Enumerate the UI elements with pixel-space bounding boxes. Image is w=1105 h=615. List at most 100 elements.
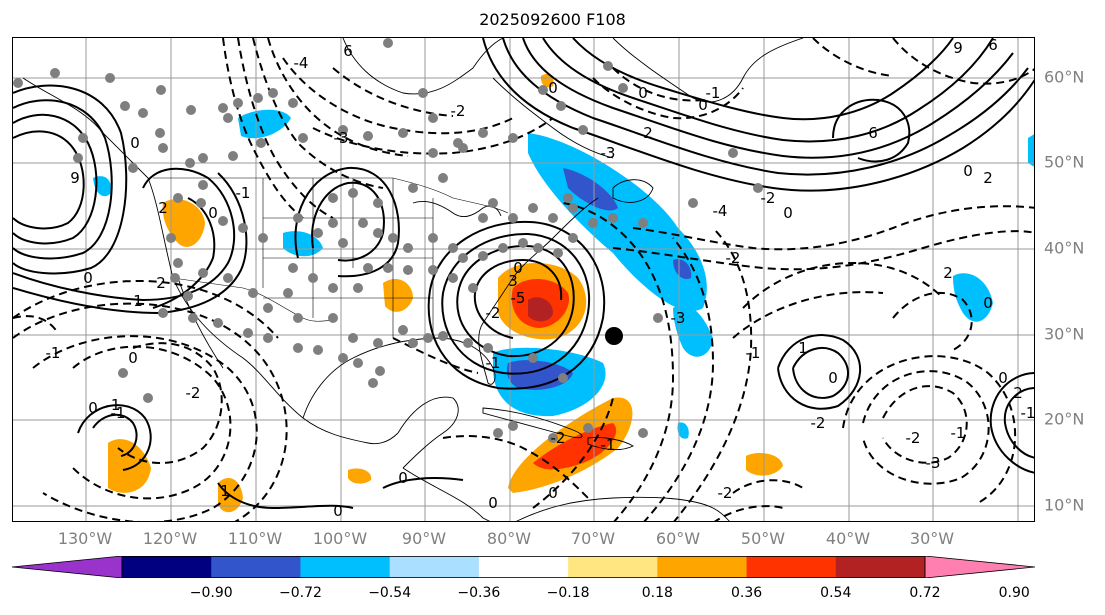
positive-contour — [482, 38, 1034, 192]
positive-contour — [1003, 387, 1034, 459]
station-dot — [238, 223, 248, 233]
station-dot — [553, 248, 563, 258]
contour-label: 2 — [156, 274, 166, 292]
station-dot — [263, 333, 273, 343]
station-dot — [348, 188, 358, 198]
south-america-coastline — [516, 496, 730, 521]
station-dot — [638, 218, 648, 228]
colorbar-segment — [389, 556, 480, 578]
contour-label: 0 — [333, 502, 343, 520]
hudson-bay-coastline — [342, 38, 504, 95]
station-dot — [638, 428, 648, 438]
station-dot — [288, 98, 298, 108]
contour-label: 0 — [963, 162, 973, 180]
station-dot — [353, 283, 363, 293]
station-dot — [468, 283, 478, 293]
station-dot — [218, 103, 228, 113]
negative-contour — [632, 205, 1034, 251]
negative-anomaly-region — [238, 109, 291, 139]
contour-label: 9 — [953, 39, 963, 57]
station-dot — [155, 128, 165, 138]
newfoundland-coastline — [612, 179, 654, 203]
station-dot — [508, 421, 518, 431]
station-dot — [358, 218, 368, 228]
negative-anomaly-core — [506, 360, 573, 390]
contour-label: -1 — [951, 424, 966, 442]
station-dot — [348, 333, 358, 343]
station-dot — [183, 291, 193, 301]
station-dot — [233, 98, 243, 108]
colorbar-tick-label: −0.54 — [368, 585, 412, 601]
station-dot — [478, 213, 488, 223]
colorbar-extend-low — [12, 556, 123, 578]
station-dot — [293, 343, 303, 353]
station-dot — [556, 101, 566, 111]
contour-label: 6 — [343, 42, 353, 60]
station-dot — [185, 158, 195, 168]
station-dot — [508, 213, 518, 223]
station-dot — [128, 163, 138, 173]
longitude-label: 80°W — [486, 529, 532, 548]
positive-contour — [13, 113, 98, 245]
station-dot — [753, 183, 763, 193]
station-dot — [198, 153, 208, 163]
gulf-coastline — [302, 197, 599, 419]
station-dot — [498, 243, 508, 253]
station-dot — [728, 148, 738, 158]
state-border — [262, 178, 434, 338]
baja-coastline — [177, 277, 224, 369]
contour-label: 0 — [513, 259, 523, 277]
station-dot — [478, 251, 488, 261]
contour-label: -2 — [186, 384, 201, 402]
station-dot — [223, 113, 233, 123]
station-dot — [308, 273, 318, 283]
station-dot — [508, 133, 518, 143]
station-dot — [373, 198, 383, 208]
longitude-label: 90°W — [401, 529, 447, 548]
station-dot — [408, 183, 418, 193]
station-dot — [170, 273, 180, 283]
colorbar-tick-label: −0.90 — [189, 585, 233, 601]
contour-label: -1 — [1021, 404, 1035, 422]
colorbar-segment — [568, 556, 658, 578]
station-dot — [438, 173, 448, 183]
station-dot — [483, 343, 493, 353]
station-dot — [448, 243, 458, 253]
station-dot — [196, 198, 206, 208]
station-dot — [120, 101, 130, 111]
map-panel: 9210-1-2-10-1200-1-46-3-2-53-200012-3-2-… — [12, 37, 1035, 522]
contour-label: 2 — [943, 264, 953, 282]
station-dot — [428, 233, 438, 243]
station-dot — [568, 233, 578, 243]
station-dot — [223, 273, 233, 283]
positive-anomaly-peak — [528, 297, 553, 322]
station-dot — [328, 193, 338, 203]
positive-contour — [13, 130, 85, 230]
colorbar-segment — [478, 556, 569, 578]
contour-label: 0 — [548, 484, 558, 502]
station-dot — [533, 243, 543, 253]
station-dot — [588, 218, 598, 228]
colorbar-tick-label: 0.36 — [730, 585, 763, 601]
negative-contour — [312, 117, 554, 155]
station-dot — [158, 143, 168, 153]
station-dot — [518, 238, 528, 248]
station-dot — [268, 88, 278, 98]
negative-contour — [237, 38, 334, 219]
colorbar-tick-label: −0.36 — [457, 585, 501, 601]
station-dot — [328, 218, 338, 228]
contour-label: 0 — [128, 349, 138, 367]
contour-label: 1 — [798, 339, 808, 357]
map-canvas: 9210-1-2-10-1200-1-46-3-2-53-200012-3-2-… — [13, 38, 1035, 521]
positive-contour — [502, 38, 1029, 176]
station-dot — [568, 203, 578, 213]
contour-label: 6 — [988, 38, 998, 54]
station-dot — [463, 338, 473, 348]
negative-contour — [442, 435, 589, 499]
central-america-coastline — [402, 467, 491, 521]
contour-label: 0 — [783, 204, 793, 222]
negative-contour — [714, 505, 784, 521]
positive-contour — [311, 181, 385, 262]
graticule — [13, 38, 1034, 521]
negative-anomaly-region — [953, 273, 993, 322]
